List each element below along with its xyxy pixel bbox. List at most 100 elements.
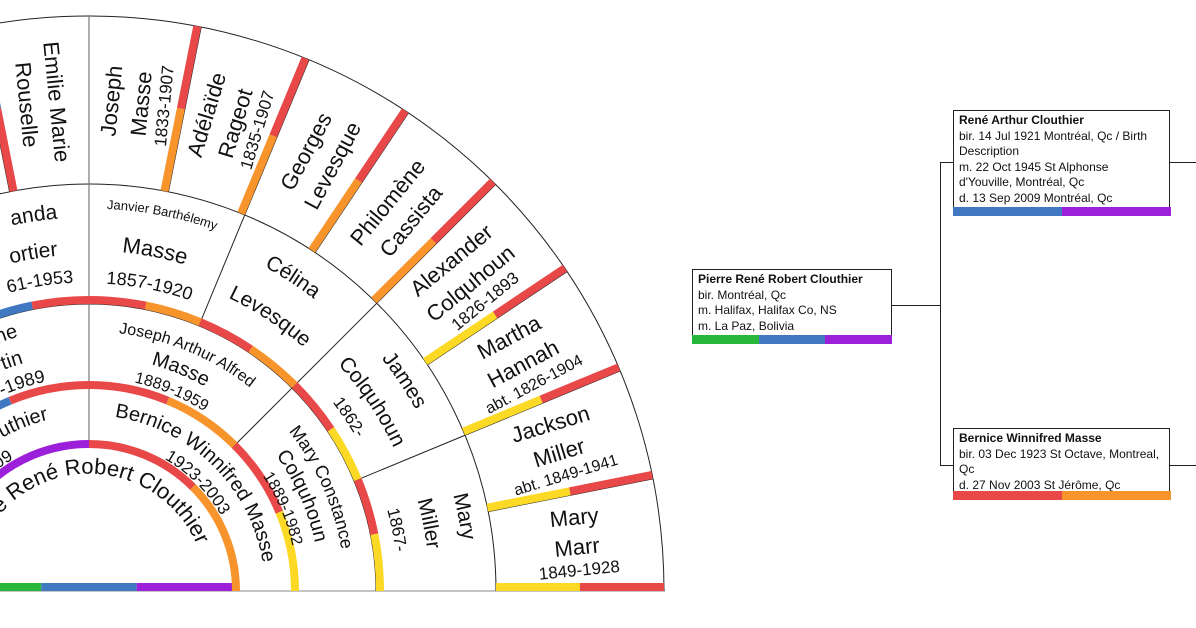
connector-line — [940, 465, 953, 466]
fan-person-text: tin — [0, 347, 25, 375]
connector-line — [891, 305, 940, 306]
fan-person-line: 1849-1928 — [538, 557, 621, 584]
color-band — [492, 264, 568, 319]
color-band — [144, 301, 202, 326]
segment-divider — [231, 387, 293, 449]
color-band — [248, 345, 298, 389]
fan-person-line: ne — [0, 320, 20, 348]
color-band — [136, 583, 232, 591]
fan-person-line: Masse — [121, 232, 190, 269]
connector-line — [1169, 162, 1196, 163]
color-bar — [953, 207, 1171, 216]
fan-person-line: tin — [0, 347, 25, 375]
fan-person-line: Miller — [413, 496, 445, 550]
color-band — [190, 484, 240, 591]
color-band — [539, 363, 621, 404]
color-band — [291, 382, 335, 432]
color-band — [166, 396, 238, 449]
fan-person-line: 61-1953 — [4, 267, 73, 297]
color-segment — [953, 207, 1062, 216]
fan-person-line: Mary — [448, 491, 480, 542]
color-band — [486, 487, 571, 512]
color-band — [580, 583, 664, 591]
color-band — [355, 108, 409, 183]
fan-person-line: anda — [8, 201, 58, 231]
segment-divider — [198, 214, 246, 327]
color-band — [89, 296, 147, 310]
fan-person-text: ortier — [7, 238, 59, 269]
color-band — [41, 583, 137, 591]
color-band — [8, 381, 89, 405]
fan-chart: Pierre René Robert ClouthierRené Arthur … — [0, 15, 665, 592]
color-band — [308, 178, 362, 253]
person-name: Pierre René Robert Clouthier — [698, 272, 863, 286]
fan-person-line: Marr — [553, 532, 600, 561]
fan-person-text: anda — [8, 201, 58, 231]
fan-person-text: 61-1953 — [4, 267, 73, 297]
color-band — [0, 396, 12, 410]
color-band — [31, 296, 89, 310]
person-detail: m. 22 Oct 1945 St Alphonse d'Youville, M… — [959, 159, 1109, 190]
fan-person-line: Mary — [549, 502, 600, 532]
color-band — [422, 311, 498, 365]
person-box-father[interactable]: René Arthur Clouthier bir. 14 Jul 1921 M… — [953, 110, 1170, 208]
fan-person-line: Rouselle — [10, 61, 43, 149]
color-bar — [692, 335, 893, 344]
color-segment — [953, 491, 1062, 500]
fan-person-line: 1867- — [383, 506, 410, 553]
person-detail: bir. 03 Dec 1923 St Octave, Montreal, Qc — [959, 446, 1160, 477]
fan-person-text: Masse — [121, 232, 190, 269]
color-band — [198, 318, 253, 353]
fan-person-text: Célina — [262, 251, 325, 303]
color-band — [327, 427, 362, 482]
person-detail: m. La Paz, Bolivia — [698, 318, 795, 333]
color-segment — [692, 335, 759, 344]
color-band — [569, 470, 653, 496]
fan-person-line: Célina — [262, 251, 325, 303]
person-detail: bir. 14 Jul 1921 Montréal, Qc / Birth De… — [959, 128, 1148, 159]
ring-boundary — [0, 15, 665, 592]
color-band — [496, 583, 580, 591]
fan-person-text: Janvier Barthélemy — [107, 197, 220, 233]
color-band — [370, 533, 384, 591]
person-detail: d. 13 Sep 2009 Montréal, Qc — [959, 190, 1113, 205]
color-band — [0, 102, 2, 109]
person-box-mother[interactable]: Bernice Winnifred Masse bir. 03 Dec 1923… — [953, 428, 1170, 492]
person-box-root[interactable]: Pierre René Robert Clouthier bir. Montré… — [692, 269, 892, 336]
fan-person-text: Miller — [413, 496, 445, 550]
color-band — [354, 478, 379, 536]
segment-divider — [353, 434, 466, 482]
fan-person-text: Mary — [448, 491, 480, 542]
fan-person-text: ne — [0, 320, 20, 348]
person-detail: bir. Montréal, Qc — [698, 287, 787, 302]
connector-line — [1169, 465, 1196, 466]
color-band — [0, 107, 18, 192]
color-band — [269, 56, 310, 138]
person-detail: d. 27 Nov 2003 St Jérôme, Qc — [959, 477, 1121, 492]
color-band — [430, 178, 496, 244]
person-detail: m. Halifax, Halifax Co, NS — [698, 303, 837, 318]
fan-person-text: 1867- — [383, 506, 410, 553]
connector-line — [940, 162, 941, 466]
fan-person-line: Janvier Barthélemy — [107, 197, 220, 233]
ring-boundary — [0, 183, 497, 592]
color-band — [275, 510, 299, 591]
ring-boundary — [0, 303, 377, 592]
color-segment — [1062, 207, 1171, 216]
color-segment — [1062, 491, 1171, 500]
connector-line — [940, 162, 953, 163]
color-band — [237, 134, 277, 215]
color-segment — [758, 335, 826, 344]
segment-divider — [291, 302, 378, 389]
color-band — [89, 381, 170, 405]
color-band — [89, 440, 196, 490]
color-segment — [825, 335, 893, 344]
color-bar — [953, 491, 1171, 500]
color-band — [371, 238, 437, 304]
fan-person-line: Joseph — [95, 64, 127, 137]
color-band — [0, 301, 34, 319]
